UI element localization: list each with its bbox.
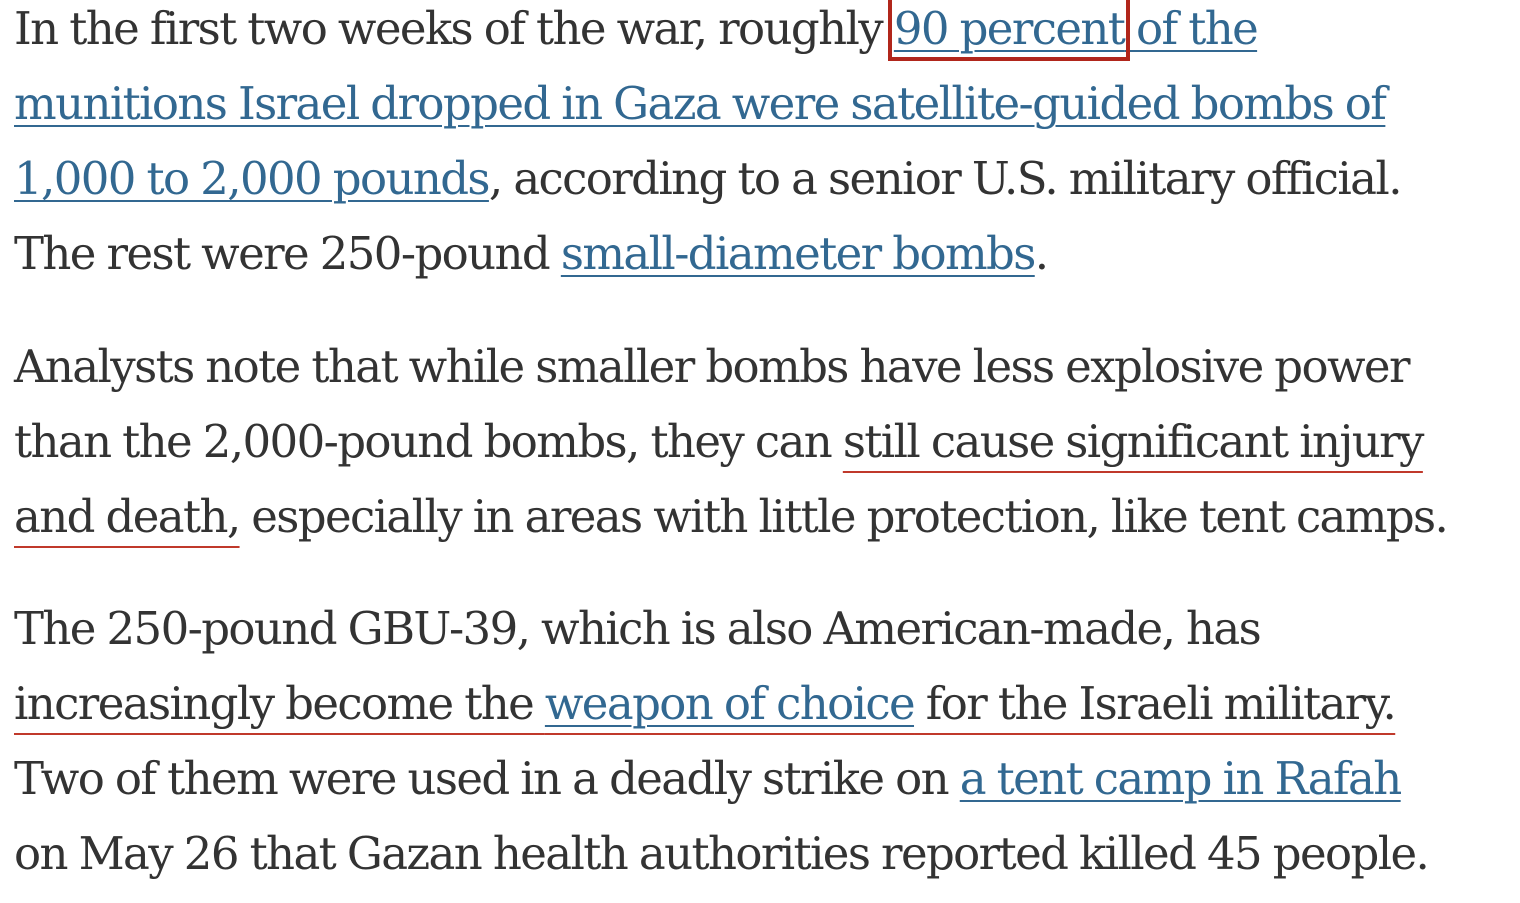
link-weapon-of-choice[interactable]: weapon of choice xyxy=(544,677,916,730)
paragraph-3-line-1: The 250-pound GBU-39, which is also Amer… xyxy=(14,602,1262,655)
paragraph-2-line-2: than the 2,000-pound bombs, they can sti… xyxy=(14,404,1447,479)
paragraph-1-line-4: The rest were 250-pound small-diameter b… xyxy=(14,216,1401,291)
text-run: Two of them were used in a deadly strike… xyxy=(14,752,960,805)
paragraph-2-line-1: Analysts note that while smaller bombs h… xyxy=(14,340,1410,393)
text-run: , according to a senior U.S. military of… xyxy=(488,152,1403,205)
link-munitions-dropped[interactable]: munitions Israel dropped in Gaza were sa… xyxy=(14,77,1387,130)
text-run: than the 2,000-pound bombs, they can xyxy=(14,415,843,468)
paragraph-3-line-2: increasingly become the weapon of choice… xyxy=(14,666,1428,741)
link-90-percent[interactable]: 90 percent xyxy=(887,0,1131,61)
text-run: especially in areas with little protecti… xyxy=(239,490,1449,543)
paragraph-1: In the first two weeks of the war, rough… xyxy=(14,0,1403,291)
paragraph-1-line-1: In the first two weeks of the war, rough… xyxy=(14,0,1401,66)
text-run: The rest were 250-pound xyxy=(14,227,561,280)
text-run: In the first two weeks of the war, rough… xyxy=(14,2,894,55)
annotation-underline-injury: still cause significant injury xyxy=(842,415,1425,468)
annotation-underline-death: and death, xyxy=(14,490,241,543)
link-1000-to-2000-pounds[interactable]: 1,000 to 2,000 pounds xyxy=(14,152,491,205)
link-small-diameter-bombs[interactable]: small-diameter bombs xyxy=(560,227,1037,280)
paragraph-3-line-3: Two of them were used in a deadly strike… xyxy=(14,741,1428,816)
paragraph-2-line-3: and death, especially in areas with litt… xyxy=(14,479,1449,554)
text-run: . xyxy=(1034,227,1049,280)
link-tent-camp-rafah[interactable]: a tent camp in Rafah xyxy=(959,752,1403,805)
text-run: increasingly become the xyxy=(14,677,545,730)
paragraph-1-line-2: munitions Israel dropped in Gaza were sa… xyxy=(14,66,1401,141)
text-run: for the Israeli military. xyxy=(914,677,1397,730)
paragraph-2: Analysts note that while smaller bombs h… xyxy=(14,329,1449,554)
link-munitions-continued[interactable]: of the xyxy=(1124,2,1259,55)
paragraph-3: The 250-pound GBU-39, which is also Amer… xyxy=(14,591,1430,891)
paragraph-1-line-3: 1,000 to 2,000 pounds, according to a se… xyxy=(14,141,1403,216)
paragraph-3-line-4: on May 26 that Gazan health authorities … xyxy=(14,827,1430,880)
